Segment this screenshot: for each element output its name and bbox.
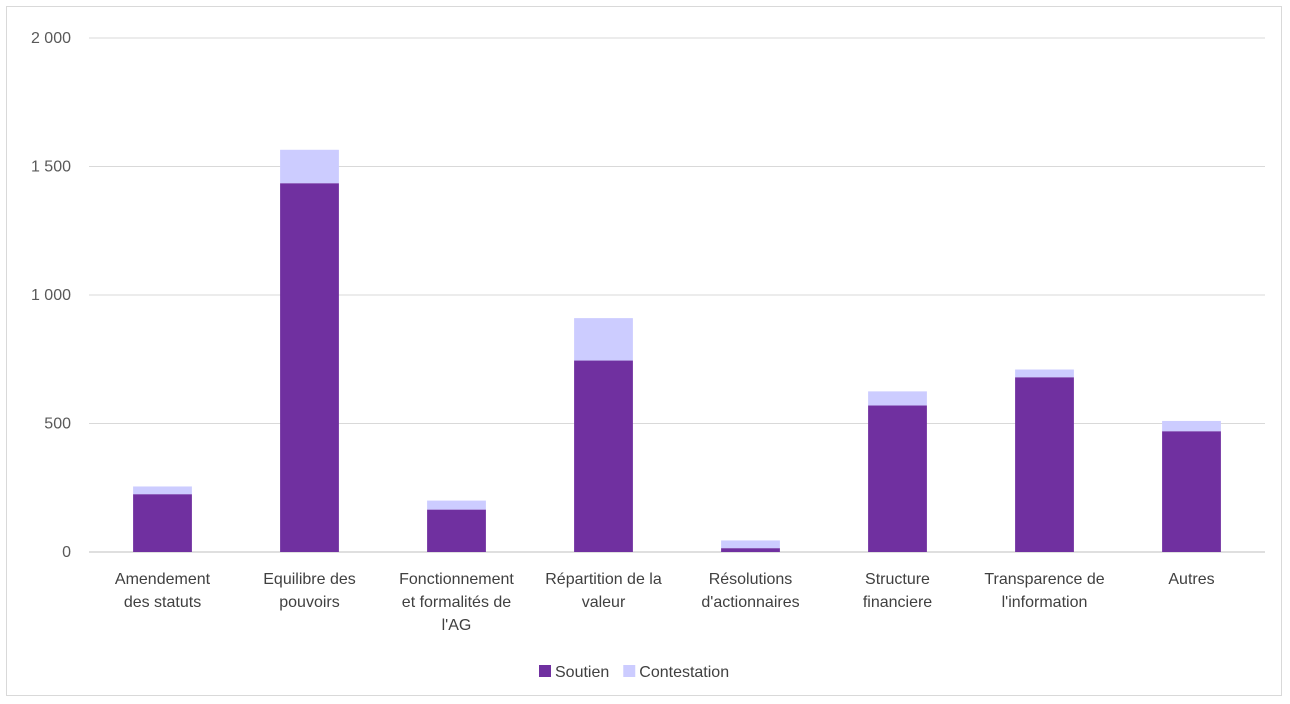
bar-soutien <box>868 406 927 552</box>
legend-label-soutien: Soutien <box>555 664 609 681</box>
x-tick-label: l'information <box>1002 594 1088 611</box>
y-tick-label: 1 000 <box>31 287 71 304</box>
x-tick-label: Amendement <box>115 571 211 588</box>
bar-contestation <box>1015 370 1074 378</box>
gridlines <box>89 38 1265 552</box>
bar-contestation <box>133 486 192 494</box>
bar-contestation <box>280 150 339 183</box>
x-tick-label: l'AG <box>442 617 472 634</box>
bar-contestation <box>574 318 633 360</box>
x-tick-label: financiere <box>863 594 932 611</box>
x-tick-label: et formalités de <box>402 594 511 611</box>
bar-contestation <box>868 391 927 405</box>
bar-soutien <box>427 510 486 552</box>
legend-swatch-contestation <box>623 665 635 677</box>
bars <box>133 150 1221 552</box>
x-tick-label: Equilibre des <box>263 571 356 588</box>
x-axis-labels: Amendement des statuts Equilibre des pouvoi… <box>115 571 1215 634</box>
y-axis-ticks: 0 500 1 000 1 500 2 000 <box>31 30 71 561</box>
bar-soutien <box>574 361 633 552</box>
legend-swatch-soutien <box>539 665 551 677</box>
x-tick-label: valeur <box>582 594 626 611</box>
bar-contestation <box>721 540 780 548</box>
bar-chart: 0 500 1 000 1 500 2 000 Amendement des statut… <box>7 7 1283 697</box>
bar-contestation <box>1162 421 1221 431</box>
x-tick-label: pouvoirs <box>279 594 339 611</box>
y-tick-label: 2 000 <box>31 30 71 47</box>
bar-soutien <box>280 183 339 552</box>
x-tick-label: des statuts <box>124 594 201 611</box>
x-tick-label: Fonctionnement <box>399 571 514 588</box>
x-tick-label: d'actionnaires <box>701 594 799 611</box>
y-tick-label: 500 <box>44 416 71 433</box>
bar-contestation <box>427 501 486 510</box>
x-tick-label: Autres <box>1168 571 1214 588</box>
bar-soutien <box>1015 377 1074 552</box>
x-tick-label: Résolutions <box>709 571 793 588</box>
chart-area: 0 500 1 000 1 500 2 000 Amendement des statut… <box>6 6 1282 696</box>
bar-soutien <box>721 548 780 552</box>
legend: Soutien Contestation <box>539 664 729 681</box>
bar-soutien <box>133 494 192 552</box>
y-tick-label: 0 <box>62 544 71 561</box>
bar-soutien <box>1162 431 1221 552</box>
x-tick-label: Répartition de la <box>545 571 662 588</box>
y-tick-label: 1 500 <box>31 159 71 176</box>
legend-label-contestation: Contestation <box>639 664 729 681</box>
x-tick-label: Structure <box>865 571 930 588</box>
x-tick-label: Transparence de <box>984 571 1104 588</box>
